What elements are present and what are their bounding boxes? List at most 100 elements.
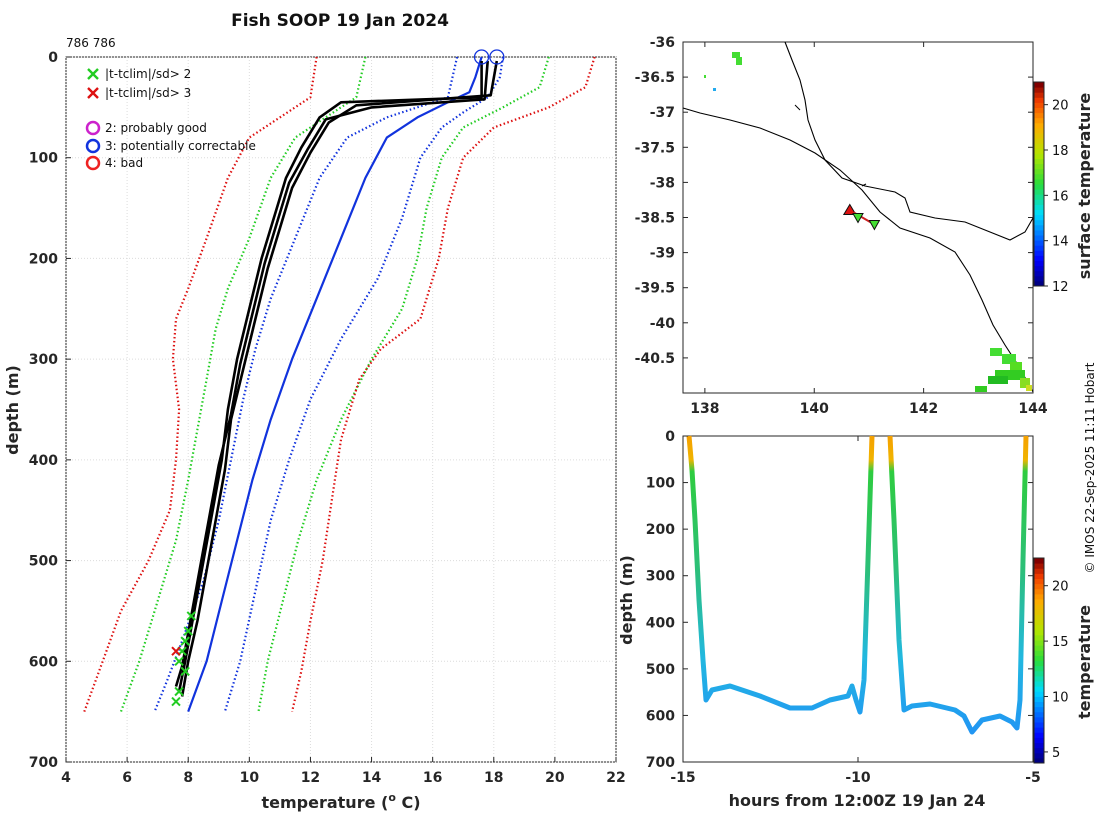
map-colorbar-segment — [1034, 189, 1044, 195]
legend-marker — [85, 120, 101, 136]
section-y-tick: 600 — [646, 708, 675, 724]
flag-marker-green — [174, 656, 184, 666]
section-xlabel: hours from 12:00Z 19 Jan 24 — [729, 791, 986, 810]
y-tick-label: 400 — [29, 453, 58, 469]
coastline — [794, 104, 801, 111]
map-colorbar-segment — [1034, 158, 1044, 165]
section-colorbar-segment — [1034, 757, 1044, 764]
map-colorbar-segment — [1034, 112, 1044, 119]
section-colorbar-segment — [1034, 686, 1044, 692]
map-colorbar-segment — [1034, 153, 1044, 159]
flag-marker-red — [171, 646, 181, 656]
section-content — [686, 435, 1029, 735]
legend-marker — [85, 155, 101, 171]
map-colorbar-segment — [1034, 127, 1044, 134]
section-colorbar-segment — [1034, 558, 1044, 564]
map-colorbar-segment — [1034, 219, 1044, 226]
section-colorbar-segment — [1034, 752, 1044, 759]
section-colorbar-segment — [1034, 629, 1044, 636]
coastline — [682, 107, 1034, 393]
section-colorbar-segment — [1034, 681, 1044, 687]
profile-ylabel: depth (m) — [3, 365, 22, 455]
map-colorbar-segment — [1034, 117, 1044, 124]
sst-patch — [713, 88, 716, 91]
y-tick-label: 500 — [29, 554, 58, 570]
section-colorbar-segment — [1034, 634, 1044, 641]
section-y-tick: 400 — [646, 615, 675, 631]
colorbars: 12 14 16 18 20 5 10 15 20 — [1033, 81, 1069, 764]
profile-panel: 4 6 8 10 12 14 16 18 20 220100200300400500600700 … — [3, 49, 626, 812]
map-colorbar-segment — [1034, 163, 1044, 170]
section-y-tick: 700 — [646, 755, 675, 771]
section-colorbar-segment — [1034, 737, 1044, 743]
map-colorbar-segment — [1034, 275, 1044, 282]
sst-patch — [1010, 362, 1022, 370]
x-tick-label: 18 — [484, 770, 503, 786]
x-tick-label: 6 — [122, 770, 132, 786]
section-colorbar-segment — [1034, 645, 1044, 651]
section-colorbar-segment — [1034, 609, 1044, 615]
map-y-tick: -36 — [650, 35, 675, 51]
y-tick-label: 300 — [29, 352, 58, 368]
section-colorbar-segment — [1034, 660, 1044, 667]
profile-ticks: 4 6 8 10 12 14 16 18 20 22 0 100 200 300 400 500 600 700 — [29, 50, 626, 786]
y-tick-label: 100 — [29, 151, 58, 167]
flag-marker-green — [180, 636, 190, 646]
map-colorbar-segment — [1034, 199, 1044, 205]
x-tick-label: 22 — [606, 770, 625, 786]
track-marker — [868, 220, 881, 231]
map-colorbar-segment — [1034, 194, 1044, 200]
series-line — [177, 61, 483, 692]
section-colorbar-segment — [1034, 599, 1044, 605]
y-tick-label: 600 — [29, 654, 58, 670]
coastline — [784, 41, 1034, 241]
section-y-tick: 0 — [665, 429, 675, 445]
map-colorbar-segment — [1034, 265, 1044, 272]
map-panel: 138 140 142 144 -36 -36.5 -37 -37.5 -38 -38.5 -39 -… — [635, 35, 1048, 417]
x-tick-label: 20 — [545, 770, 565, 786]
map-y-tick: -39.5 — [635, 281, 675, 297]
section-colorbar-segment — [1034, 732, 1044, 738]
section-ylabel: depth (m) — [617, 555, 636, 645]
map-colorbar-segment — [1034, 209, 1044, 216]
map-colorbar-tick-label: 20 — [1052, 99, 1069, 114]
map-ticks: 138 140 142 144 -36 -36.5 -37 -37.5 -38 -38.5 -39 -… — [635, 35, 1048, 417]
flag-marker-green — [171, 696, 181, 707]
map-colorbar-segment — [1034, 148, 1044, 154]
legend-marker — [87, 68, 99, 80]
y-tick-label: 200 — [29, 251, 58, 267]
map-colorbar-segment — [1034, 229, 1044, 236]
section-panel: -15 -10 -5 0 100 200 300 400 500 600 700 hours fro… — [617, 429, 1041, 810]
profile-axes-box — [65, 56, 617, 763]
legend-label: 4: bad — [105, 156, 143, 170]
section-colorbar-segment — [1034, 706, 1044, 713]
profile-series — [83, 49, 596, 713]
map-colorbar-segment — [1034, 168, 1044, 175]
flag-marker-green — [183, 626, 193, 636]
map-x-tick: 142 — [909, 401, 938, 417]
credit: © IMOS 22-Sep-2025 11:11 Hobart — [1083, 362, 1097, 573]
x-tick-label: 8 — [183, 770, 193, 786]
series-line — [257, 56, 550, 712]
map-colorbar-tick-label: 12 — [1052, 280, 1069, 295]
section-colorbar-tick-label: 5 — [1052, 746, 1060, 761]
map-y-tick: -40 — [650, 316, 676, 332]
section-colorbar-segment — [1034, 588, 1044, 595]
map-colorbar-segment — [1034, 214, 1044, 221]
sst-patch — [1002, 354, 1016, 364]
legend-marker — [87, 87, 99, 99]
map-colorbar-segment — [1034, 224, 1044, 231]
track-marker — [852, 213, 864, 224]
section-colorbar-segment — [1034, 665, 1044, 672]
section-dive-track — [686, 435, 1029, 735]
section-colorbar-segment — [1034, 578, 1044, 585]
legend-label: |t-tclim|/sd> 3 — [105, 86, 191, 100]
section-colorbar-segment — [1034, 650, 1044, 656]
section-colorbar-segment — [1034, 619, 1044, 626]
map-colorbar-segment — [1034, 82, 1044, 88]
sst-patch — [736, 57, 742, 65]
profile-grid — [65, 56, 617, 763]
qc-flag-circle — [473, 49, 490, 65]
map-colorbar-segment — [1034, 107, 1044, 114]
section-colorbar-segment — [1034, 583, 1044, 590]
